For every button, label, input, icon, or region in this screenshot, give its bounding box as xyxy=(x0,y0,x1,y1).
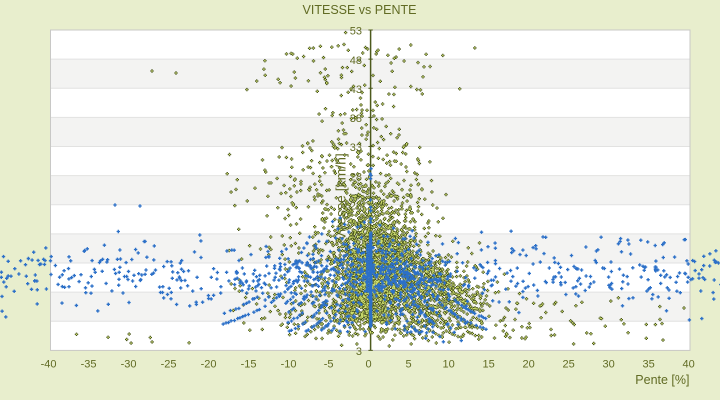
svg-text:10: 10 xyxy=(442,359,454,371)
svg-text:20: 20 xyxy=(522,359,534,371)
svg-text:VITESSE vs PENTE: VITESSE vs PENTE xyxy=(303,3,417,17)
svg-text:-20: -20 xyxy=(201,359,217,371)
svg-text:-40: -40 xyxy=(41,359,57,371)
svg-text:15: 15 xyxy=(482,359,494,371)
svg-text:0: 0 xyxy=(366,359,372,371)
svg-text:3: 3 xyxy=(356,346,362,358)
svg-text:-5: -5 xyxy=(324,359,334,371)
svg-text:43: 43 xyxy=(350,84,362,96)
svg-text:25: 25 xyxy=(562,359,574,371)
svg-text:-35: -35 xyxy=(81,359,97,371)
svg-text:-30: -30 xyxy=(121,359,137,371)
svg-text:-10: -10 xyxy=(281,359,297,371)
svg-text:8: 8 xyxy=(356,288,362,300)
svg-text:48: 48 xyxy=(350,55,362,67)
svg-text:-15: -15 xyxy=(241,359,257,371)
svg-text:30: 30 xyxy=(602,359,614,371)
svg-text:5: 5 xyxy=(406,359,412,371)
svg-text:3: 3 xyxy=(356,317,362,329)
svg-text:-25: -25 xyxy=(161,359,177,371)
svg-text:40: 40 xyxy=(682,359,694,371)
svg-text:Pente [%]: Pente [%] xyxy=(635,373,689,387)
svg-text:33: 33 xyxy=(350,142,362,154)
svg-text:35: 35 xyxy=(642,359,654,371)
svg-text:53: 53 xyxy=(350,26,362,38)
